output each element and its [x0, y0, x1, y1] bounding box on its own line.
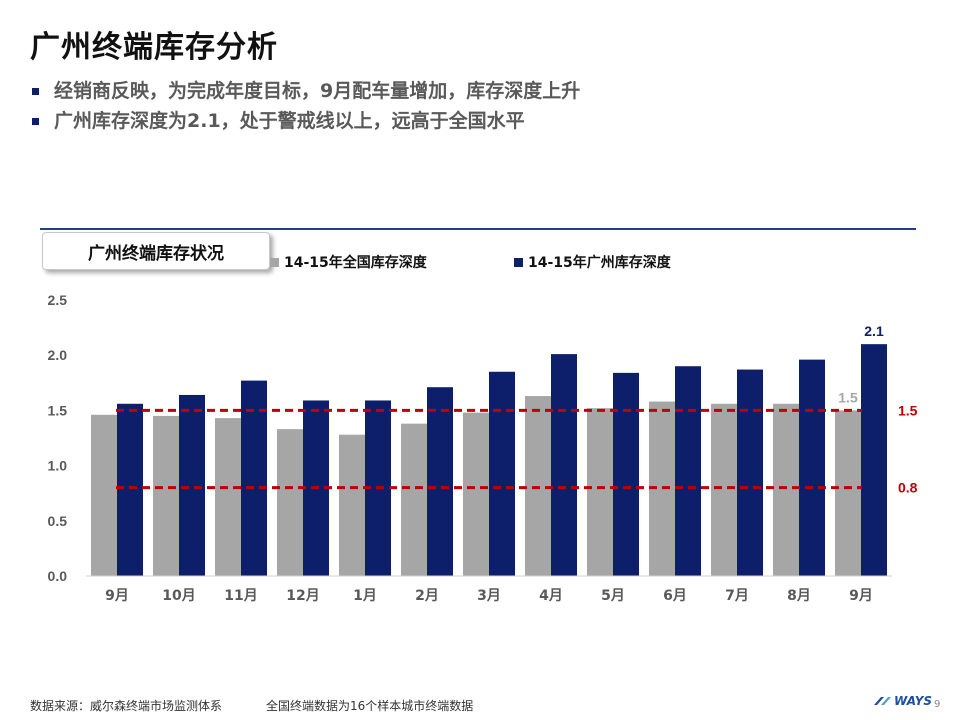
bar-national: [277, 429, 303, 576]
bar-guangzhou: [861, 344, 887, 576]
x-tick-label: 1月: [353, 588, 377, 604]
bar-guangzhou: [551, 354, 577, 576]
bullet-item: 广州库存深度为2.1，处于警戒线以上，远高于全国水平: [30, 106, 580, 136]
legend-swatch-national: [270, 257, 279, 267]
bar-guangzhou: [675, 366, 701, 576]
legend-swatch-guangzhou: [514, 257, 523, 267]
bullet-text: 广州库存深度为2.1，处于警戒线以上，远高于全国水平: [54, 110, 525, 132]
data-label: 1.5: [838, 389, 858, 405]
bullet-item: 经销商反映，为完成年度目标，9月配车量增加，库存深度上升: [30, 76, 580, 106]
bar-national: [91, 414, 117, 576]
x-tick-label: 2月: [415, 588, 439, 604]
threshold-label: 1.5: [898, 402, 918, 418]
bar-national: [401, 423, 427, 576]
logo-text: WAYS: [894, 694, 933, 708]
inventory-bar-chart: 0.0 0.5 1.0 1.5 2.0 2.5 9月 10月 11月 12月 1月 2月 3月 4月 5月 6…: [48, 292, 918, 604]
bar-national: [463, 412, 489, 576]
x-tick-label: 10月: [162, 588, 195, 604]
bar-national: [773, 403, 799, 576]
bar-guangzhou: [179, 394, 205, 576]
x-tick-label: 9月: [105, 588, 129, 604]
bar-national: [215, 418, 241, 576]
bar-guangzhou: [241, 380, 267, 576]
threshold-label: 0.8: [898, 480, 918, 496]
bar-guangzhou: [427, 387, 453, 576]
bar-guangzhou: [117, 403, 143, 576]
y-tick-label: 0.5: [48, 513, 68, 529]
x-tick-label: 7月: [725, 588, 749, 604]
bar-national: [339, 434, 365, 576]
legend-label-national: 14-15年全国库存深度: [284, 255, 427, 271]
y-tick-label: 1.5: [48, 402, 68, 418]
x-tick-label: 9月: [849, 588, 873, 604]
x-tick-label: 5月: [601, 588, 625, 604]
x-tick-label: 4月: [539, 588, 563, 604]
y-tick-label: 2.0: [48, 347, 68, 363]
x-tick-label: 11月: [224, 588, 257, 604]
y-tick-label: 0.0: [48, 568, 68, 584]
bar-national: [525, 396, 551, 576]
legend-item-national: 14-15年全国库存深度: [270, 252, 427, 272]
page-title: 广州终端库存分析: [30, 30, 278, 65]
bullet-square-icon: [32, 118, 39, 125]
bar-national: [587, 408, 613, 576]
bar-guangzhou: [799, 359, 825, 576]
section-divider: [40, 228, 916, 230]
footer-source: 数据来源：威尔森终端市场监测体系: [30, 699, 223, 713]
x-tick-label: 8月: [787, 588, 811, 604]
bar-guangzhou: [489, 371, 515, 576]
legend-label-guangzhou: 14-15年广州库存深度: [528, 255, 671, 271]
y-tick-label: 1.0: [48, 458, 68, 474]
y-tick-label: 2.5: [48, 292, 68, 308]
chart-title-box: 广州终端库存状况: [42, 232, 270, 270]
x-tick-label: 12月: [286, 588, 319, 604]
bar-national: [153, 415, 179, 576]
data-label: 2.1: [864, 323, 884, 339]
ways-logo: WAYS: [872, 694, 932, 708]
ways-logo-icon: [874, 697, 891, 705]
chart-title: 广州终端库存状况: [88, 243, 224, 264]
x-tick-label: 3月: [477, 588, 501, 604]
bullet-square-icon: [32, 88, 39, 95]
page-number: 9: [934, 699, 941, 710]
bar-national: [711, 403, 737, 576]
bar-guangzhou: [613, 372, 639, 576]
footer-note: 全国终端数据为16个样本城市终端数据: [266, 699, 474, 713]
bar-national: [835, 410, 861, 576]
bullet-text: 经销商反映，为完成年度目标，9月配车量增加，库存深度上升: [54, 80, 581, 102]
legend-item-guangzhou: 14-15年广州库存深度: [514, 252, 671, 272]
x-tick-label: 6月: [663, 588, 687, 604]
bullet-list: 经销商反映，为完成年度目标，9月配车量增加，库存深度上升 广州库存深度为2.1，…: [30, 76, 580, 136]
bar-guangzhou: [737, 369, 763, 576]
